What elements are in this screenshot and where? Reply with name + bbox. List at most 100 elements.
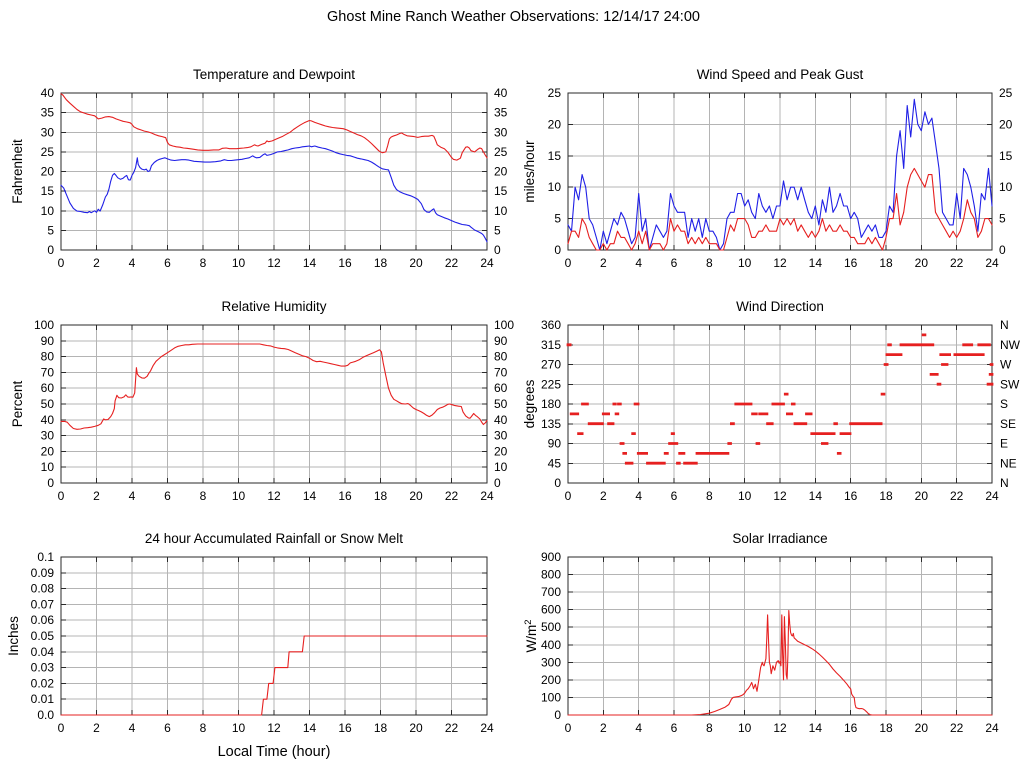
svg-text:20: 20 [41,444,55,458]
svg-text:0: 0 [999,243,1006,257]
svg-text:180: 180 [541,397,561,411]
svg-text:8: 8 [706,721,713,735]
solar-chart-panel: 0 2 4 6 8 10 12 14 16 18 20 22 24 0 100 200 300 400 500 600… [520,524,1027,772]
svg-text:14: 14 [809,489,823,503]
svg-text:2: 2 [600,489,607,503]
svg-text:NE: NE [1000,456,1017,470]
svg-text:20: 20 [41,165,55,179]
rainfall-chart-panel: 0 2 4 6 8 10 12 14 16 18 20 22 24 0.0 0.01 0.02 0.03 0.04… [0,524,520,772]
svg-text:70: 70 [41,365,55,379]
svg-text:10: 10 [232,489,246,503]
svg-text:315: 315 [541,338,561,352]
svg-text:14: 14 [303,489,317,503]
svg-text:0.04: 0.04 [31,645,55,659]
svg-text:50: 50 [41,397,55,411]
svg-text:0.03: 0.03 [31,661,55,675]
svg-text:35: 35 [41,106,55,120]
svg-text:5: 5 [999,212,1006,226]
svg-text:60: 60 [41,381,55,395]
svg-text:N: N [1000,318,1009,332]
svg-text:15: 15 [999,149,1013,163]
svg-text:20: 20 [999,117,1013,131]
svg-text:45: 45 [548,456,562,470]
svg-text:25: 25 [999,86,1013,100]
svg-text:6: 6 [671,256,678,270]
svg-text:6: 6 [164,256,171,270]
svg-text:miles/hour: miles/hour [522,140,537,203]
svg-text:0.1: 0.1 [37,550,54,564]
svg-text:24 hour Accumulated Rainfall o: 24 hour Accumulated Rainfall or Snow Mel… [145,531,403,546]
svg-text:5: 5 [494,223,501,237]
svg-text:0.08: 0.08 [31,582,55,596]
svg-text:10: 10 [232,256,246,270]
svg-text:10: 10 [494,460,508,474]
svg-text:24: 24 [985,256,999,270]
svg-text:16: 16 [338,721,352,735]
svg-text:14: 14 [809,721,823,735]
svg-text:20: 20 [494,444,508,458]
svg-text:24: 24 [480,721,494,735]
svg-text:4: 4 [635,721,642,735]
svg-text:Solar Irradiance: Solar Irradiance [732,531,827,546]
svg-text:40: 40 [494,413,508,427]
svg-text:12: 12 [267,721,281,735]
svg-text:18: 18 [879,721,893,735]
svg-text:Wind Speed and Peak Gust: Wind Speed and Peak Gust [697,67,864,82]
svg-text:15: 15 [41,184,55,198]
svg-text:16: 16 [844,489,858,503]
svg-text:10: 10 [999,180,1013,194]
svg-text:0: 0 [47,243,54,257]
svg-text:100: 100 [34,318,54,332]
svg-text:22: 22 [445,256,459,270]
svg-text:6: 6 [164,489,171,503]
svg-text:15: 15 [548,149,562,163]
svg-text:0: 0 [494,243,501,257]
svg-text:NW: NW [1000,338,1021,352]
svg-text:2: 2 [600,256,607,270]
solar-chart: 0 2 4 6 8 10 12 14 16 18 20 22 240100200300400500600… [523,531,999,735]
svg-text:25: 25 [548,86,562,100]
svg-text:Wind Direction: Wind Direction [736,299,824,314]
svg-text:E: E [1000,437,1008,451]
svg-text:20: 20 [409,256,423,270]
svg-text:4: 4 [635,489,642,503]
svg-text:W: W [1000,358,1012,372]
svg-text:0: 0 [554,243,561,257]
svg-text:Percent: Percent [10,380,25,427]
svg-text:S: S [1000,397,1008,411]
svg-text:degrees: degrees [522,379,537,428]
svg-text:4: 4 [635,256,642,270]
svg-text:2: 2 [600,721,607,735]
svg-text:24: 24 [480,256,494,270]
svg-text:12: 12 [773,489,787,503]
svg-text:6: 6 [164,721,171,735]
temperature-dewpoint-chart-panel: 0 2 4 6 8 10 12 14 16 18 20 22 24 0 0 5 5 10 10 15 15 20 20 25 2… [0,60,520,275]
svg-text:14: 14 [809,256,823,270]
svg-text:40: 40 [41,86,55,100]
svg-text:200: 200 [541,673,561,687]
svg-text:4: 4 [129,256,136,270]
svg-text:20: 20 [409,721,423,735]
svg-text:30: 30 [41,429,55,443]
svg-text:5: 5 [554,212,561,226]
svg-text:Local Time (hour): Local Time (hour) [218,744,331,760]
svg-text:10: 10 [494,204,508,218]
svg-text:0: 0 [58,256,65,270]
svg-text:4: 4 [129,489,136,503]
svg-text:16: 16 [338,256,352,270]
svg-text:14: 14 [303,721,317,735]
svg-text:16: 16 [844,721,858,735]
svg-text:90: 90 [494,334,508,348]
svg-text:0.06: 0.06 [31,613,55,627]
svg-text:0: 0 [554,708,561,722]
svg-text:50: 50 [494,397,508,411]
humidity-chart-panel: 0 2 4 6 8 10 12 14 16 18 20 22 24 0 0 10 10 20 20 30 30 40 40 5… [0,292,520,507]
svg-text:20: 20 [494,165,508,179]
svg-text:16: 16 [338,489,352,503]
svg-text:24: 24 [480,489,494,503]
svg-text:10: 10 [738,721,752,735]
svg-text:24: 24 [985,489,999,503]
